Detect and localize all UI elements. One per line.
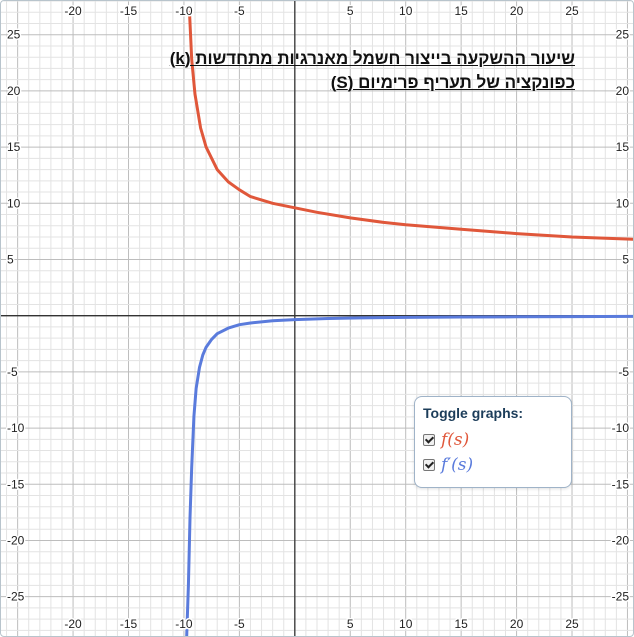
y-tick-label-left: 10 (7, 196, 21, 210)
y-tick-label-right: -20 (612, 533, 630, 547)
x-tick-label-top: 20 (510, 4, 524, 18)
y-tick-label-left: -10 (7, 421, 25, 435)
x-tick-label-top: 5 (347, 4, 354, 18)
checkbox-f[interactable] (423, 433, 435, 446)
x-tick-label-bottom: 5 (347, 617, 354, 631)
x-tick-label-bottom: 20 (510, 617, 524, 631)
y-tick-label-left: -25 (7, 590, 25, 604)
checkbox-f-prime[interactable] (423, 458, 435, 471)
x-tick-label-top: -10 (175, 4, 193, 18)
y-tick-label-left: 15 (7, 140, 21, 154)
x-tick-label-bottom: 25 (565, 617, 579, 631)
chart-title-line-2: כפונקציה של תעריף פרימיום (S) (330, 73, 575, 92)
y-tick-label-right: 10 (616, 196, 630, 210)
legend-toggle-f-prime[interactable]: f′(s) (423, 452, 563, 477)
y-tick-label-right: -5 (618, 365, 629, 379)
x-tick-label-bottom: -5 (234, 617, 245, 631)
y-tick-label-right: -25 (612, 590, 630, 604)
y-tick-label-left: 25 (7, 28, 21, 42)
tick-labels: -20 -20 -15 -15 -10 -10 -5 -5 5 5 10 10 15 15 20 20 25 25… (6, 3, 631, 633)
x-tick-label-top: 10 (399, 4, 413, 18)
y-tick-label-left: 20 (7, 84, 21, 98)
y-tick-label-left: -15 (7, 477, 25, 491)
legend-label-f: f(s) (441, 429, 470, 450)
y-tick-label-right: -15 (612, 477, 630, 491)
x-tick-label-bottom: 15 (454, 617, 468, 631)
series-f-prime-line (185, 314, 633, 636)
y-tick-label-left: 5 (7, 252, 14, 266)
x-tick-label-bottom: 10 (399, 617, 413, 631)
series-f-line (188, 10, 633, 241)
legend-label-f-prime: f′(s) (441, 454, 474, 475)
x-tick-label-bottom: -10 (175, 617, 193, 631)
x-tick-label-top: 25 (565, 4, 579, 18)
x-tick-label-top: 15 (454, 4, 468, 18)
legend-heading: Toggle graphs: (423, 405, 524, 421)
y-tick-label-right: 25 (616, 28, 630, 42)
y-tick-label-left: -5 (7, 365, 18, 379)
y-tick-label-left: -20 (7, 533, 25, 547)
y-tick-label-right: 5 (622, 252, 629, 266)
x-tick-label-bottom: -15 (120, 617, 138, 631)
y-tick-label-right: -10 (612, 421, 630, 435)
y-tick-label-right: 20 (616, 84, 630, 98)
legend: Toggle graphs: f(s) f′(s) (414, 396, 572, 488)
x-tick-label-top: -20 (64, 4, 82, 18)
chart-title-line-1: שיעור ההשקעה בייצור חשמל מאנרגיות מתחדשו… (169, 49, 575, 68)
x-tick-label-top: -15 (120, 4, 138, 18)
y-tick-label-right: 15 (616, 140, 630, 154)
legend-toggle-f[interactable]: f(s) (423, 427, 563, 452)
chart-title: שיעור ההשקעה בייצור חשמל מאנרגיות מתחדשו… (170, 47, 575, 95)
x-tick-label-top: -5 (234, 4, 245, 18)
x-tick-label-bottom: -20 (64, 617, 82, 631)
curves (185, 10, 633, 636)
